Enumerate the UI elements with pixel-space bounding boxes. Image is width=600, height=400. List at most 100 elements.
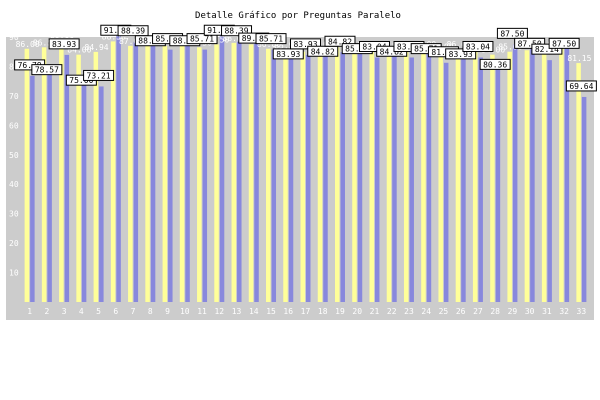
data-label-series-1: 84.82 (307, 45, 339, 57)
data-label-series-1: 78.57 (31, 64, 63, 76)
bar-series-2 (386, 48, 392, 303)
svg-text:87.50: 87.50 (500, 29, 524, 38)
x-tick-label: 21 (370, 307, 380, 316)
x-tick-label: 17 (301, 307, 311, 316)
data-label-series-1: 83.93 (272, 48, 304, 60)
bar-series-2 (214, 44, 219, 302)
x-tick-label: 26 (456, 307, 466, 316)
bars-group (24, 31, 587, 303)
y-tick-label: 80 (9, 62, 19, 71)
bar-series-1 (288, 54, 294, 303)
bar-series-2 (145, 42, 150, 303)
data-label-series-1: 87.50 (514, 37, 546, 49)
svg-text:89.29: 89.29 (242, 34, 266, 43)
x-tick-label: 3 (62, 307, 67, 316)
bar-series-1 (185, 41, 190, 303)
y-axis: 10 20 30 40 50 60 70 80 90 (9, 33, 19, 278)
x-tick-label: 7 (131, 307, 136, 316)
x-tick-label: 22 (387, 307, 397, 316)
x-tick-label: 19 (335, 307, 345, 316)
data-label-series-1: 83.93 (48, 38, 80, 50)
svg-text:88.39: 88.39 (138, 37, 162, 46)
y-tick-label: 20 (9, 239, 19, 248)
svg-text:85.71: 85.71 (414, 45, 438, 54)
bar-series-1 (271, 49, 277, 302)
x-tick-label: 25 (439, 307, 449, 316)
bar-series-2 (490, 54, 495, 302)
bar-series-1 (581, 96, 587, 303)
data-label-series-2: 84.00 (67, 46, 91, 55)
bar-series-1 (461, 54, 466, 303)
bar-series-2 (455, 48, 461, 303)
bar-series-1 (81, 81, 87, 303)
data-label-series-2: 88.00 (222, 34, 246, 43)
data-label-series-2: 89.00 (50, 31, 74, 40)
x-tick-label: 20 (352, 307, 362, 316)
svg-text:69.64: 69.64 (569, 82, 593, 91)
bar-series-2 (559, 45, 564, 302)
bar-series-2 (128, 45, 133, 302)
bar-series-1 (30, 75, 35, 302)
bar-series-2 (352, 48, 357, 303)
bar-series-2 (197, 47, 202, 302)
svg-text:88.39: 88.39 (121, 27, 145, 36)
data-label-series-2: 85.00 (498, 43, 522, 52)
svg-text:83.93: 83.93 (293, 40, 317, 49)
data-label-series-2: 86.50 (33, 38, 57, 47)
bar-series-2 (59, 39, 64, 302)
bar-series-1 (478, 57, 483, 302)
x-tick-label: 4 (79, 307, 84, 316)
data-label-series-2: 85.50 (274, 41, 298, 50)
bar-series-1 (254, 39, 259, 303)
svg-text:78.57: 78.57 (35, 66, 59, 75)
svg-text:91.96: 91.96 (104, 26, 128, 35)
bar-series-1 (495, 65, 501, 302)
bar-series-2 (507, 51, 512, 302)
data-label-series-2: 84.94 (85, 43, 109, 52)
x-tick-label: 18 (318, 307, 328, 316)
bar-series-1 (64, 54, 70, 303)
bar-series-2 (231, 42, 237, 303)
bar-series-1 (116, 31, 121, 303)
bar-series-2 (576, 63, 581, 302)
svg-text:83.04: 83.04 (397, 42, 421, 51)
x-tick-label: 1 (27, 307, 32, 316)
data-label-series-1: 83.93 (290, 38, 321, 50)
data-label-series-1: 82.14 (531, 43, 563, 55)
y-tick-label: 10 (9, 269, 19, 278)
svg-text:85.71: 85.71 (190, 35, 214, 44)
x-tick-label: 16 (283, 307, 293, 316)
bar-series-2 (41, 47, 47, 302)
bar-series-1 (133, 41, 139, 303)
bar-series-2 (472, 51, 478, 302)
y-tick-label: 70 (9, 92, 19, 101)
svg-text:84.82: 84.82 (311, 47, 335, 56)
bar-series-1 (47, 70, 52, 302)
svg-text:84.82: 84.82 (328, 37, 352, 46)
x-tick-label: 30 (525, 307, 535, 316)
bar-series-2 (93, 51, 99, 302)
y-tick-label: 90 (9, 33, 19, 42)
x-tick-label: 8 (148, 307, 153, 316)
bar-series-1 (219, 31, 225, 303)
data-label-series-2: 86.00 (257, 40, 281, 49)
x-tick-label: 15 (266, 307, 276, 316)
x-tick-label: 29 (508, 307, 518, 316)
x-tick-label: 14 (249, 307, 259, 316)
bar-series-2 (24, 48, 30, 303)
x-tick-label: 11 (197, 307, 207, 316)
bar-series-2 (266, 48, 271, 303)
bar-series-2 (248, 44, 254, 302)
bar-series-1 (306, 54, 311, 303)
x-tick-label: 23 (404, 307, 414, 316)
y-tick-label: 60 (9, 121, 19, 130)
data-label-series-1: 84.82 (324, 35, 356, 47)
bar-series-1 (443, 62, 449, 303)
x-tick-label: 6 (113, 307, 118, 316)
bar-series-1 (237, 41, 242, 303)
bar-series-2 (334, 47, 340, 302)
bar-series-1 (392, 52, 397, 302)
bar-series-2 (541, 48, 547, 303)
